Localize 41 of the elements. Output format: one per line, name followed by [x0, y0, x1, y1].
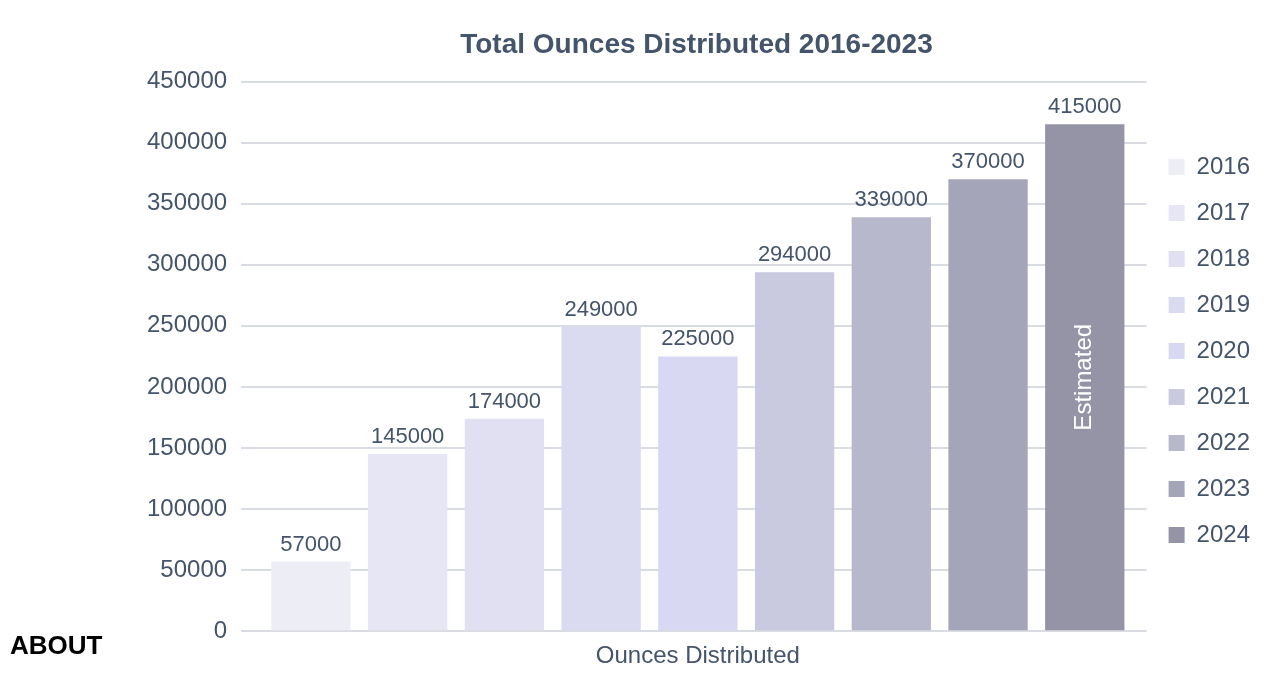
data-label: 370000: [951, 148, 1025, 174]
annotation: Estimated: [1069, 323, 1097, 431]
y-tick-label: 0: [213, 615, 228, 643]
bar: [851, 217, 931, 631]
data-label: 339000: [854, 186, 929, 212]
y-tick-label: 100000: [146, 493, 228, 521]
bar: [464, 418, 545, 631]
text: ABOUT: [10, 630, 103, 661]
bar: [271, 561, 351, 631]
legend-label: 2018: [1196, 243, 1250, 271]
bar: [948, 179, 1028, 631]
x-tick-label: Ounces Distributed: [595, 641, 800, 669]
legend-label: 2016: [1196, 151, 1250, 179]
y-tick-label: 400000: [146, 127, 228, 155]
legend-label: 2017: [1196, 197, 1250, 225]
data-label: 415000: [1048, 93, 1122, 119]
bar: [754, 272, 835, 631]
legend-label: 2020: [1196, 335, 1250, 363]
legend-label: 2019: [1196, 289, 1250, 317]
legend-label: 2021: [1196, 381, 1250, 409]
legend-label: 2024: [1196, 519, 1250, 547]
y-tick-label: 50000: [160, 554, 228, 582]
bar: [367, 454, 448, 631]
y-tick-label: 150000: [146, 432, 228, 460]
bar: [561, 327, 641, 631]
legend-label: 2023: [1196, 473, 1250, 501]
bar: [1045, 124, 1125, 631]
y-tick-label: 450000: [146, 66, 228, 94]
data-label: 145000: [370, 423, 445, 449]
y-tick-label: 250000: [146, 310, 228, 338]
y-tick-label: 350000: [146, 188, 228, 216]
chart-title: Total Ounces Distributed 2016-2023: [460, 27, 933, 59]
y-tick-label: 200000: [146, 371, 228, 399]
bar: [658, 356, 738, 631]
data-label: 174000: [467, 387, 542, 413]
data-label: 57000: [280, 530, 342, 556]
data-label: 249000: [564, 296, 638, 322]
y-tick-label: 300000: [146, 249, 228, 277]
data-label: 294000: [757, 241, 832, 267]
data-label: 225000: [661, 325, 735, 351]
legend-label: 2022: [1196, 427, 1250, 455]
